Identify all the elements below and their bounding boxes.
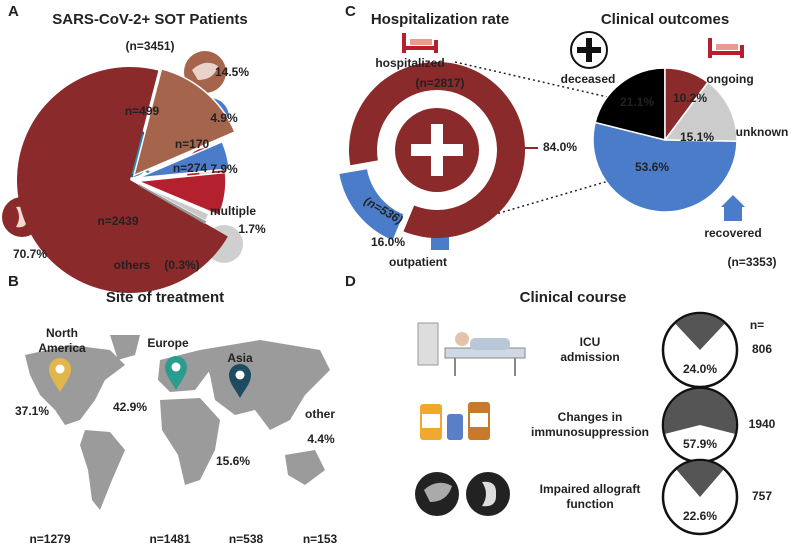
value-label: 4.9%: [210, 111, 238, 125]
panel-label: D: [345, 273, 356, 290]
count-label: n=499: [125, 104, 160, 118]
row-label: Changes in immunosuppression: [530, 410, 649, 439]
pie-slice: [592, 121, 738, 213]
map-pin: [229, 364, 251, 398]
category-label: multiple: [210, 204, 256, 218]
wedge: [676, 461, 724, 497]
value-label: 1.7%: [238, 222, 266, 236]
count-label: n=2439: [97, 214, 138, 228]
map-pin: [165, 356, 187, 390]
region-label: North America: [38, 326, 86, 355]
map-pin-hole: [235, 370, 245, 380]
value-label: 57.9%: [683, 437, 717, 451]
region-label: Europe: [147, 336, 189, 350]
pie-slice: [663, 81, 738, 143]
category-label: recovered: [704, 226, 761, 240]
value-label: 14.5%: [215, 65, 249, 79]
panel-label: B: [8, 273, 19, 290]
count-label: n=538: [229, 532, 264, 546]
count-label: (n=2817): [415, 76, 464, 90]
map-pin-hole: [171, 362, 181, 372]
pills-illustration: [420, 402, 490, 440]
count-label: n=170: [175, 137, 210, 151]
value-label: 70.7%: [13, 247, 47, 261]
pie-slice: [16, 66, 228, 293]
center-icon: [411, 144, 463, 156]
value-label: (0.3%): [164, 258, 199, 272]
chart-title: Clinical outcomes: [601, 11, 729, 28]
category-label: hospitalized: [375, 56, 444, 70]
value-label: 22.6%: [683, 509, 717, 523]
icu-illustration: [417, 322, 526, 376]
bed-icon: [402, 33, 744, 58]
value-label: 4.4%: [307, 432, 335, 446]
category-label: others: [114, 258, 151, 272]
row-label: Impaired allograft function: [539, 482, 641, 511]
count-label: n=1279: [29, 532, 70, 546]
value-label: 24.0%: [683, 362, 717, 376]
count-label: n=274: [173, 161, 208, 175]
pie-slice: [132, 68, 236, 177]
deceased-icon: [570, 31, 608, 69]
count-label: n=153: [303, 532, 338, 546]
chart-subtitle: (n=3451): [125, 39, 174, 53]
panel-label: C: [345, 3, 356, 20]
chart-subtitle: (n=3353): [727, 255, 776, 269]
value-label: 84.0%: [543, 140, 577, 154]
pie-slice: [594, 67, 666, 141]
count-label: 757: [752, 489, 772, 503]
value-label: 7.9%: [210, 162, 238, 176]
row-label: ICU admission: [560, 335, 620, 364]
value-label: 21.1%: [620, 95, 654, 109]
category-label: ongoing: [706, 72, 753, 86]
pie-slice: [137, 171, 227, 217]
pie-slice: [138, 184, 207, 224]
organ-illustration: [415, 472, 510, 516]
count-label: n=1481: [149, 532, 190, 546]
value-label: 15.1%: [680, 130, 714, 144]
value-label: 16.0%: [371, 235, 405, 249]
category-label: deceased: [561, 72, 616, 86]
count-label: 806: [752, 342, 772, 356]
count-label: 1940: [749, 417, 776, 431]
wedge: [664, 389, 736, 434]
category-label: unknown: [736, 125, 789, 139]
wedge: [675, 314, 725, 350]
pie-slice: [137, 140, 231, 179]
value-label: 15.6%: [216, 454, 250, 468]
panel-label: A: [8, 3, 19, 20]
donut-segment: [349, 62, 526, 239]
map-pin-hole: [55, 364, 65, 374]
value-label: 42.9%: [113, 400, 147, 414]
value-label: 53.6%: [635, 160, 669, 174]
count-header: n=: [750, 318, 764, 332]
value-label: 37.1%: [15, 404, 49, 418]
region-label: Asia: [227, 351, 253, 365]
value-label: 10.2%: [673, 91, 707, 105]
donut-segment: [339, 169, 404, 241]
chart-title: SARS-CoV-2+ SOT Patients: [52, 11, 247, 28]
map-pin: [49, 358, 71, 392]
region-label: other: [305, 407, 335, 421]
chart-title: Hospitalization rate: [371, 11, 509, 28]
connector: [454, 61, 613, 227]
chart-title: Clinical course: [520, 289, 627, 306]
chart-title: Site of treatment: [106, 289, 224, 306]
category-label: outpatient: [389, 255, 447, 269]
